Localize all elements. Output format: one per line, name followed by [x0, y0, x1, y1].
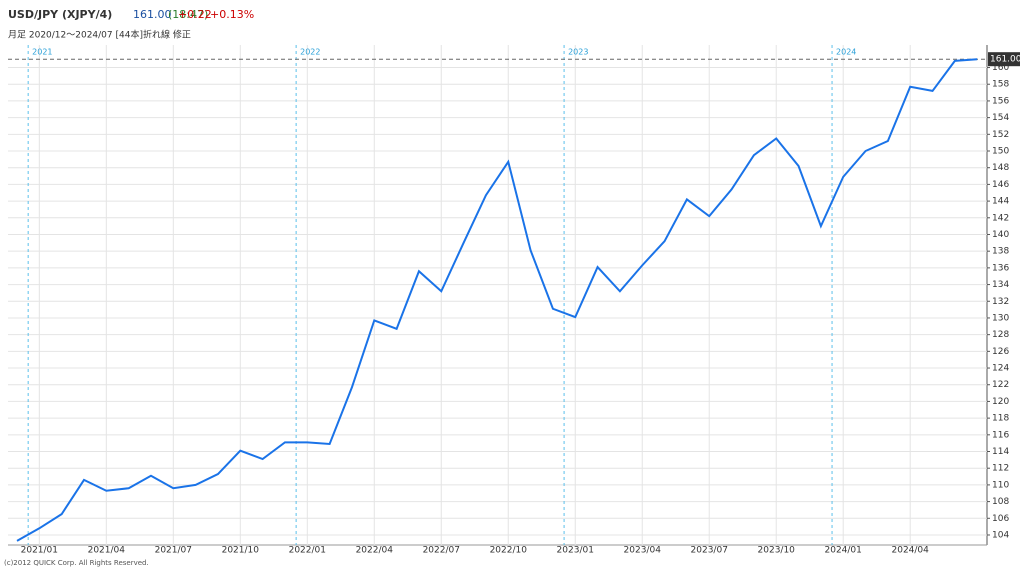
y-tick-label: 122 — [992, 380, 1009, 390]
y-tick-label: 140 — [992, 230, 1009, 240]
y-tick-label: 144 — [992, 197, 1009, 207]
x-tick-label: 2024/01 — [825, 546, 862, 556]
y-tick-label: 128 — [992, 330, 1009, 340]
x-tick-label: 2023/01 — [557, 546, 594, 556]
year-label: 2023 — [568, 48, 588, 57]
x-tick-label: 2024/04 — [892, 546, 930, 556]
y-tick-label: 136 — [992, 263, 1009, 273]
last-price-badge — [988, 52, 1020, 67]
price: 161.00 — [133, 8, 172, 21]
change: +0.22 — [178, 8, 212, 21]
y-tick-label: 152 — [992, 130, 1009, 140]
y-tick-label: 142 — [992, 213, 1009, 223]
y-tick-label: 150 — [992, 147, 1009, 157]
y-tick-label: 134 — [992, 280, 1009, 290]
y-tick-label: 154 — [992, 113, 1009, 123]
y-tick-label: 160 — [992, 63, 1009, 73]
y-tick-label: 112 — [992, 464, 1009, 474]
x-tick-label: 2022/01 — [289, 546, 326, 556]
y-tick-label: 130 — [992, 313, 1009, 323]
x-tick-label: 2023/07 — [691, 546, 728, 556]
x-tick-label: 2023/10 — [758, 546, 796, 556]
x-tick-label: 2023/04 — [624, 546, 662, 556]
x-tick-label: 2022/07 — [423, 546, 460, 556]
year-label: 2024 — [836, 48, 856, 57]
x-tick-label: 2021/07 — [155, 546, 192, 556]
subtitle: 月足 2020/12～2024/07 [44本]折れ線 修正 — [8, 29, 191, 41]
x-tick-label: 2021/01 — [21, 546, 58, 556]
x-tick-label: 2021/10 — [222, 546, 260, 556]
copyright: (c)2012 QUICK Corp. All Rights Reserved. — [4, 559, 149, 567]
y-tick-label: 104 — [992, 530, 1009, 540]
x-tick-label: 2022/10 — [490, 546, 528, 556]
x-tick-label: 2022/04 — [356, 546, 394, 556]
y-tick-label: 156 — [992, 96, 1009, 106]
symbol: USD/JPY (XJPY/4) — [8, 8, 112, 21]
y-tick-label: 126 — [992, 347, 1009, 357]
y-tick-label: 148 — [992, 163, 1009, 173]
change-pct: +0.13% — [210, 8, 254, 21]
y-tick-label: 116 — [992, 430, 1009, 440]
y-tick-label: 114 — [992, 447, 1009, 457]
y-tick-label: 108 — [992, 497, 1009, 507]
price-line — [16, 58, 978, 542]
last-price-label: 161.00 — [990, 55, 1022, 65]
y-tick-label: 120 — [992, 397, 1009, 407]
y-tick-label: 132 — [992, 297, 1009, 307]
y-tick-label: 124 — [992, 364, 1009, 374]
y-tick-label: 110 — [992, 480, 1009, 490]
year-label: 2022 — [300, 48, 320, 57]
y-tick-label: 106 — [992, 514, 1009, 524]
year-label: 2021 — [32, 48, 52, 57]
y-tick-label: 146 — [992, 180, 1009, 190]
y-tick-label: 138 — [992, 247, 1009, 257]
x-tick-label: 2021/04 — [88, 546, 126, 556]
y-tick-label: 118 — [992, 414, 1009, 424]
y-tick-label: 158 — [992, 80, 1009, 90]
time: (18:47) — [168, 8, 208, 21]
